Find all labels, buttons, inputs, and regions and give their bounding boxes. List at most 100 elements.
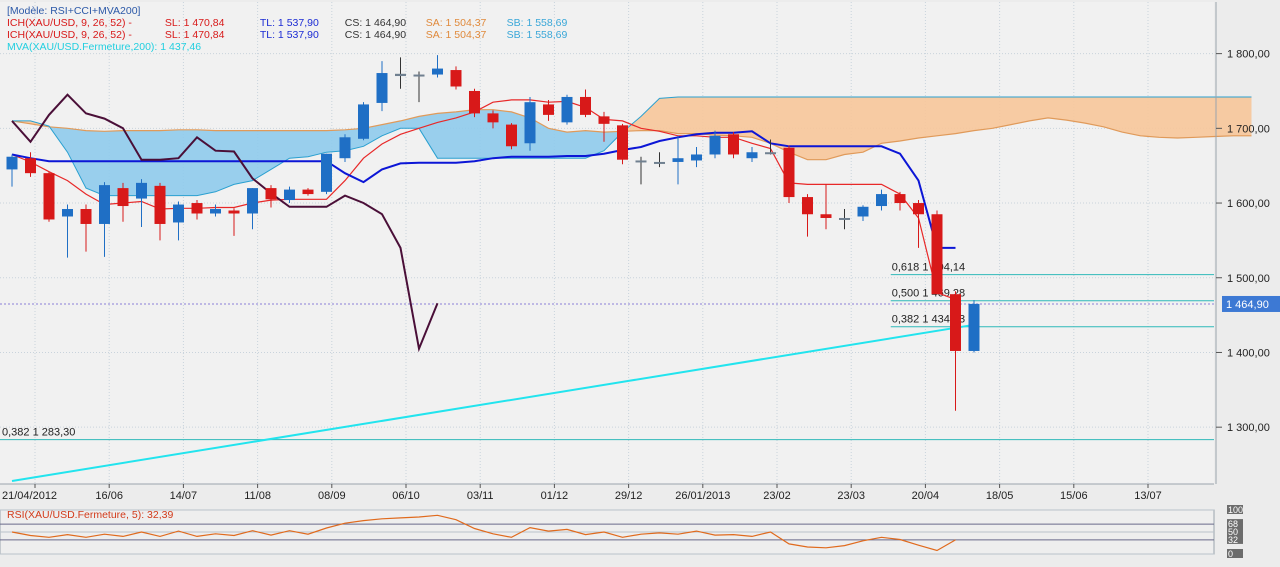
candle[interactable] (80, 204, 92, 252)
candle[interactable] (654, 152, 665, 168)
candle[interactable] (284, 186, 295, 204)
candle-body (321, 153, 332, 192)
candle[interactable] (210, 204, 221, 217)
candle[interactable] (543, 99, 554, 121)
candle-body (376, 73, 388, 103)
candle[interactable] (876, 189, 887, 211)
y-tick-label: 1 300,00 (1227, 422, 1270, 434)
fib-level-label: 0,382 1 283,30 (2, 427, 75, 439)
y-tick-label: 1 500,00 (1227, 273, 1270, 285)
candle[interactable] (783, 145, 795, 204)
x-tick-label: 23/03 (837, 490, 865, 502)
grid-lines (0, 2, 1214, 484)
candle[interactable] (765, 139, 776, 155)
cloud-bearish (12, 120, 49, 127)
candle[interactable] (802, 194, 813, 237)
candle-body (487, 113, 499, 123)
rsi-tick-label: 68 (1228, 519, 1238, 529)
candle[interactable] (413, 71, 425, 103)
x-tick-label: 11/08 (244, 490, 271, 502)
candle[interactable] (950, 291, 961, 411)
last-price-tag[interactable] (1222, 295, 1280, 312)
candle[interactable] (302, 188, 314, 196)
x-tick-label: 18/05 (986, 490, 1014, 502)
candle[interactable] (968, 300, 980, 353)
x-tick-label: 14/07 (170, 490, 198, 502)
candle[interactable] (469, 88, 480, 118)
candle[interactable] (191, 200, 203, 220)
candle-body (210, 209, 221, 214)
candle[interactable] (709, 130, 721, 159)
ich-sb: SB: 1 558,69 (506, 17, 568, 29)
candle-body (173, 204, 184, 223)
candle[interactable] (99, 182, 110, 257)
candle[interactable] (339, 134, 351, 162)
candlesticks[interactable] (6, 55, 980, 411)
candle[interactable] (62, 204, 73, 258)
plot-background (0, 2, 1214, 484)
candle[interactable] (173, 201, 184, 241)
candle[interactable] (820, 184, 832, 230)
y-tick-label: 1 700,00 (1227, 123, 1270, 135)
candle[interactable] (857, 205, 869, 221)
candle-body (728, 134, 739, 155)
candle-body (876, 194, 887, 207)
candle[interactable] (931, 210, 943, 295)
fib-level-label: 0,382 1 434,43 (892, 314, 965, 326)
candle-body (450, 70, 462, 87)
candle[interactable] (672, 135, 684, 185)
rsi-tick-label: 50 (1228, 527, 1238, 537)
candle-body (691, 154, 702, 161)
model-label: [Modèle: RSI+CCI+MVA200] (7, 5, 141, 17)
candle[interactable] (117, 182, 129, 222)
candle-body (117, 188, 129, 207)
candle[interactable] (598, 111, 610, 142)
rsi-tick-bg (1227, 519, 1243, 529)
candle[interactable] (728, 132, 739, 159)
ich-sb: SB: 1 558,69 (506, 29, 568, 41)
x-tick-label: 08/09 (318, 490, 346, 502)
candle-body (265, 188, 277, 200)
candle[interactable] (487, 110, 499, 129)
candle[interactable] (395, 57, 406, 89)
candle-body (598, 116, 610, 124)
candle-body (506, 124, 517, 147)
y-tick-label: 1 800,00 (1227, 49, 1270, 61)
candle[interactable] (228, 208, 240, 236)
candle[interactable] (746, 147, 758, 162)
candle[interactable] (358, 102, 369, 141)
candle[interactable] (506, 123, 517, 150)
ich-name: ICH(XAU/USD, 9, 26, 52) - (7, 29, 132, 41)
candle[interactable] (617, 123, 628, 165)
candle[interactable] (561, 94, 573, 125)
candle[interactable] (43, 171, 55, 222)
x-tick-label: 16/06 (95, 490, 123, 502)
chikou-span-line (11, 93, 439, 353)
candle[interactable] (136, 179, 147, 227)
candle[interactable] (691, 147, 702, 168)
candle[interactable] (839, 209, 850, 230)
candle-body (709, 135, 721, 155)
candle[interactable] (25, 152, 36, 177)
candle[interactable] (376, 61, 388, 112)
candle[interactable] (265, 185, 277, 208)
axes: 1 300,00 1 400,00 1 500,00 1 600,00 1 700,00… (0, 2, 1280, 502)
candle[interactable] (6, 154, 18, 187)
legend: [Modèle: RSI+CCI+MVA200] ICH(XAU/USD, 9,… (7, 5, 567, 53)
candle-body (802, 197, 813, 215)
x-tick-label: 21/04/2012 (2, 490, 57, 502)
candle[interactable] (321, 153, 332, 195)
ich-cs: CS: 1 464,90 (344, 17, 407, 29)
candle[interactable] (154, 182, 166, 241)
candle[interactable] (450, 66, 462, 90)
candle[interactable] (247, 188, 258, 230)
x-tick-label: 01/12 (541, 490, 569, 502)
candle[interactable] (580, 89, 591, 118)
candle[interactable] (913, 200, 924, 248)
candle[interactable] (635, 156, 647, 185)
candle[interactable] (432, 55, 443, 78)
candle[interactable] (894, 191, 906, 211)
candle[interactable] (524, 96, 536, 151)
